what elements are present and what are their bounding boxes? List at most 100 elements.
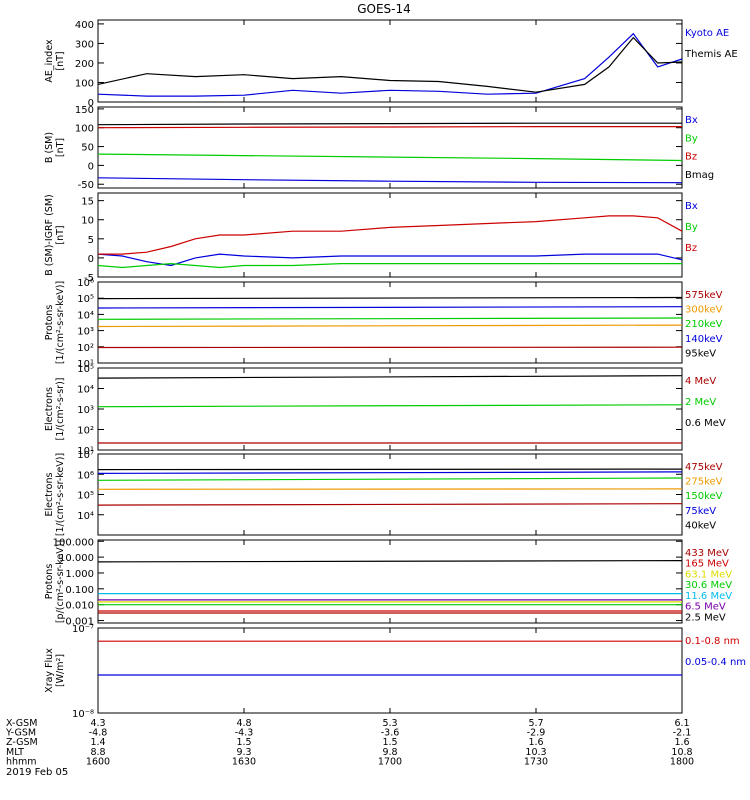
y-axis-label: [1/(cm²-s-sr)] [55,377,66,440]
legend-entry: 30.6 MeV [685,580,732,591]
legend-entry: 11.6 MeV [685,591,732,602]
panel-b: -50 0 50 100 150 B (SM) [nT] Bx By Bz Bmag [44,105,714,191]
orbit-value: 1.5 [236,737,251,748]
y-tick-label: 50 [81,143,94,154]
y-tick-label: 10³ [77,327,94,338]
y-tick-label: 10⁵ [77,491,94,502]
legend-entry: 63.1 MeV [685,569,732,580]
legend-entry: 165 MeV [685,559,729,570]
panel-dbm: -5 0 5 10 15 B (SM)-IGRF (SM) [nT] Bx By Bz [44,192,698,284]
y-axis-label: Protons [44,564,55,600]
orbit-value: 1630 [232,756,256,767]
panel-frame [97,281,683,364]
orbit-value: -4.3 [235,728,254,739]
orbit-value: 10.3 [525,747,546,758]
y-tick-label: 0.001 [65,617,94,628]
panel-frame [97,106,683,189]
legend-entry: 140keV [685,334,723,345]
orbit-value: 1.6 [674,737,689,748]
y-tick-label: 10⁻⁸ [72,709,94,720]
y-axis-label: [nT] [55,225,66,244]
legend-entry: 150keV [685,491,723,502]
y-axis-label: [W/m²] [55,654,66,687]
panel-electrons_high: 10¹ 10² 10³ 10⁴ 10⁵ Electrons [1/(cm²-s-sr)] 4 … [44,364,726,457]
orbit-value: 10.8 [671,747,692,758]
y-tick-label: 200 [75,59,94,70]
y-axis-label: [p/(cm²-s-sr-keV)] [55,540,66,623]
legend-entry: 95keV [685,348,716,359]
series-line-2-5-mev [97,559,683,563]
legend-entry: 2.5 MeV [685,612,726,623]
legend-entry: 0.05-0.4 nm [685,657,746,668]
y-axis-label: B (SM) [44,132,55,163]
orbit-value: 9.3 [236,747,251,758]
y-tick-label: 10⁴ [77,385,94,396]
orbit-value: 9.8 [382,747,397,758]
panel-frame [97,453,683,536]
orbit-row-label: X-GSM [6,718,37,729]
series-line-475kev [97,503,683,506]
panel-ae: 0 100 200 300 400 AE_index [nT] Kyoto AE Themis … [44,19,738,109]
y-tick-label: 0 [88,254,94,265]
legend-entry: Kyoto AE [685,28,729,39]
y-tick-label: 400 [75,20,94,31]
plot-title: GOES-14 [357,2,411,16]
y-tick-label: 0 [88,161,94,172]
series-line-bx [97,253,683,267]
date-label: 2019 Feb 05 [6,767,68,778]
legend-entry: 300keV [685,305,723,316]
series-line-bz [97,125,682,129]
y-tick-label: 10⁷ [77,450,94,461]
y-tick-label: 10.000 [59,553,94,564]
y-tick-label: 15 [81,197,94,208]
y-tick-label: 100 [75,124,94,135]
series-line-bmag [97,122,682,126]
legend-entry: 0.6 MeV [685,418,726,429]
orbit-row-label: hhmm [6,756,37,767]
y-tick-label: 0.100 [65,585,94,596]
legend-entry: By [685,133,698,144]
orbit-value: 1600 [86,756,110,767]
orbit-value: 1800 [670,756,694,767]
y-tick-label: 10⁵ [77,364,94,375]
legend-entry: 40keV [685,520,716,531]
legend-entry: 275keV [685,477,723,488]
series-line-kyoto-ae [97,32,683,97]
series-line-bz [98,215,683,255]
y-axis-label: [nT] [55,138,66,157]
y-tick-label: -5 [84,273,94,284]
y-tick-label: 5 [88,235,94,246]
series-line-by [97,262,682,269]
legend-entry: 433 MeV [685,548,729,559]
orbit-value: -3.6 [381,728,400,739]
legend-entry: 6.5 MeV [685,602,726,613]
series-line-0-6-mev [97,375,683,379]
panel-protons_low: 10¹ 10² 10³ 10⁴ 10⁵ 10⁶ Protons [1/(cm²-s-sr-ke… [44,278,723,370]
series-line-2-mev [97,404,683,408]
orbit-value: -4.8 [89,728,108,739]
panel-protons_high: 0.001 0.010 0.100 1.000 10.000 100.000 Protons… [44,537,732,627]
series-line-300kev [97,324,683,328]
legend-entry: Bmag [685,170,714,181]
orbit-value: 1730 [524,756,548,767]
y-axis-label: AE_index [44,39,55,83]
series-line-themis-ae [97,36,683,93]
y-axis-label: Electrons [44,472,55,516]
y-tick-label: 10¹ [77,446,94,457]
series-line-95kev [97,296,683,300]
y-tick-label: 100 [75,78,94,89]
legend-entry: 4 MeV [685,376,716,387]
orbit-row-label: Y-GSM [5,728,36,739]
orbit-value: 4.3 [90,718,105,729]
series-line-210kev [97,317,683,320]
panel-frame [97,367,683,451]
y-tick-label: 10⁶ [77,470,94,481]
y-tick-label: 0 [88,98,94,109]
series-line-75kev [97,471,683,474]
y-tick-label: 150 [75,105,94,116]
legend-entry: 475keV [685,462,723,473]
orbit-row-label: MLT [6,747,24,758]
y-axis-label: Electrons [44,387,55,431]
orbit-value: 1.6 [528,737,543,748]
